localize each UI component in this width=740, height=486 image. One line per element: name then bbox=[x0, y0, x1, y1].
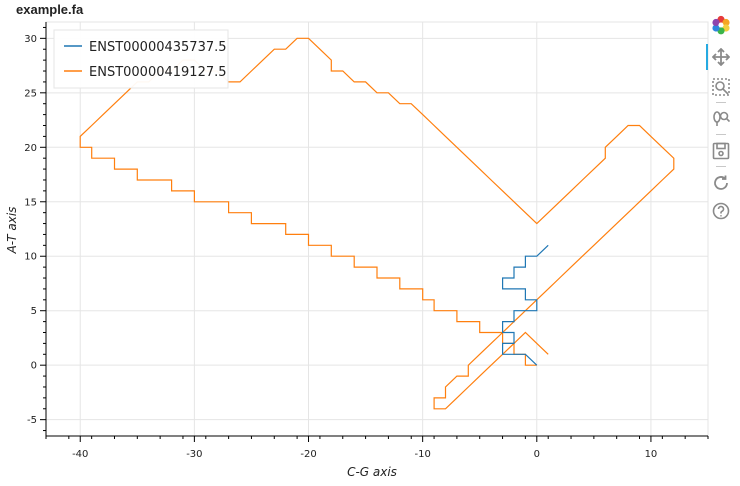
legend-label-1: ENST00000435737.5 bbox=[89, 40, 227, 55]
y-tick-label: 20 bbox=[24, 143, 37, 154]
legend-label-2: ENST00000419127.5 bbox=[89, 65, 227, 80]
box-zoom-tool-icon[interactable] bbox=[710, 76, 732, 98]
y-tick-label: -5 bbox=[27, 415, 37, 426]
y-tick-label: 5 bbox=[31, 306, 37, 317]
save-tool-icon[interactable] bbox=[710, 140, 732, 162]
wheel-zoom-tool-icon[interactable] bbox=[710, 108, 732, 130]
x-tick-label: -10 bbox=[414, 449, 430, 460]
x-tick-label: 0 bbox=[534, 449, 540, 460]
x-tick-label: -30 bbox=[186, 449, 202, 460]
series-line-1 bbox=[502, 244, 549, 366]
series-lines bbox=[79, 37, 675, 410]
series-line-2 bbox=[79, 37, 675, 410]
help-tool-icon[interactable] bbox=[710, 200, 732, 222]
y-tick-label: 10 bbox=[24, 252, 37, 263]
toolbar bbox=[706, 14, 736, 224]
reset-tool-icon[interactable] bbox=[710, 172, 732, 194]
axes: -40 -30 -20 -10 0 10 -5 0 5 10 15 20 25 30 bbox=[24, 22, 709, 460]
legend-box bbox=[53, 29, 229, 89]
toolbar-divider bbox=[716, 166, 726, 167]
y-tick-label: 0 bbox=[31, 361, 37, 372]
x-tick-label: -40 bbox=[72, 449, 88, 460]
y-tick-label: 25 bbox=[24, 88, 37, 99]
x-axis-label: C-G axis bbox=[347, 465, 397, 479]
bokeh-logo-icon[interactable] bbox=[710, 14, 732, 36]
y-axis-label: A-T axis bbox=[5, 207, 19, 255]
chart-title: example.fa bbox=[16, 2, 84, 17]
active-tool-indicator bbox=[706, 44, 708, 70]
x-tick-label: -20 bbox=[300, 449, 316, 460]
pan-tool-icon[interactable] bbox=[710, 46, 732, 68]
x-tick-label: 10 bbox=[645, 449, 658, 460]
legend: ENST00000435737.5 ENST00000419127.5 bbox=[53, 29, 229, 89]
y-tick-label: 15 bbox=[24, 197, 37, 208]
toolbar-divider bbox=[716, 102, 726, 103]
y-tick-label: 30 bbox=[24, 34, 37, 45]
toolbar-divider bbox=[716, 134, 726, 135]
